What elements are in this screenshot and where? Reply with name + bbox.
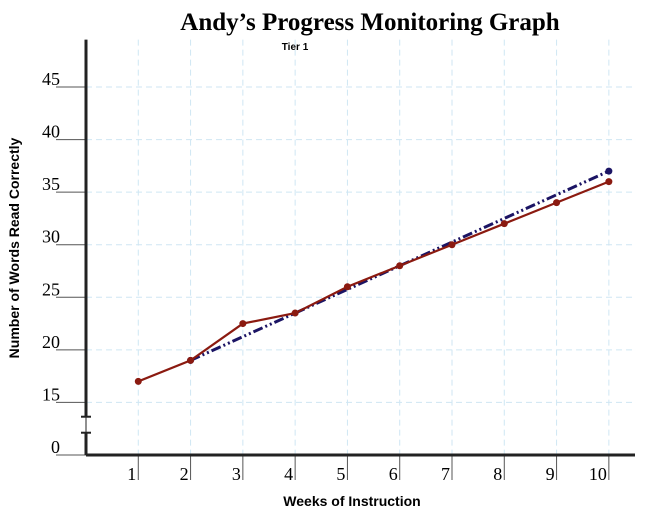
marks	[134, 167, 613, 385]
point	[448, 241, 456, 249]
point	[500, 220, 508, 228]
x-tick-label: 1	[127, 464, 136, 484]
y-tick-label: 35	[42, 174, 60, 194]
point	[553, 199, 561, 207]
line	[189, 169, 610, 362]
chart-subtitle: Tier 1	[282, 42, 309, 53]
y-tick-label: 45	[42, 69, 60, 89]
y-axis-label: Number of Words Read Correctly	[6, 137, 22, 358]
x-tick-label: 7	[441, 464, 450, 484]
y-tick-label: 25	[42, 279, 60, 299]
grid	[86, 39, 635, 455]
x-tick-label: 6	[389, 464, 398, 484]
y-tick-label: 20	[42, 332, 60, 352]
x-tick-label: 4	[284, 464, 293, 484]
point	[134, 377, 142, 385]
x-tick-label: 3	[232, 464, 241, 484]
point	[239, 320, 247, 328]
x-axis-label: Weeks of Instruction	[283, 493, 420, 509]
y-tick-label: 40	[42, 122, 60, 142]
point	[291, 309, 299, 317]
point	[343, 283, 351, 291]
point	[605, 178, 613, 186]
x-tick-label: 2	[180, 464, 189, 484]
x-tick-label: 10	[589, 464, 607, 484]
y-tick-label: 15	[42, 384, 60, 404]
point	[396, 262, 404, 270]
x-tick-label: 9	[546, 464, 555, 484]
line	[137, 180, 610, 383]
x-tick-label: 5	[336, 464, 345, 484]
x-tick-label: 8	[493, 464, 502, 484]
point	[605, 167, 613, 175]
y-tick-label: 30	[42, 227, 60, 247]
chart-title: Andy’s Progress Monitoring Graph	[180, 9, 560, 36]
y-tick-label: 0	[51, 437, 60, 457]
point	[187, 356, 195, 364]
